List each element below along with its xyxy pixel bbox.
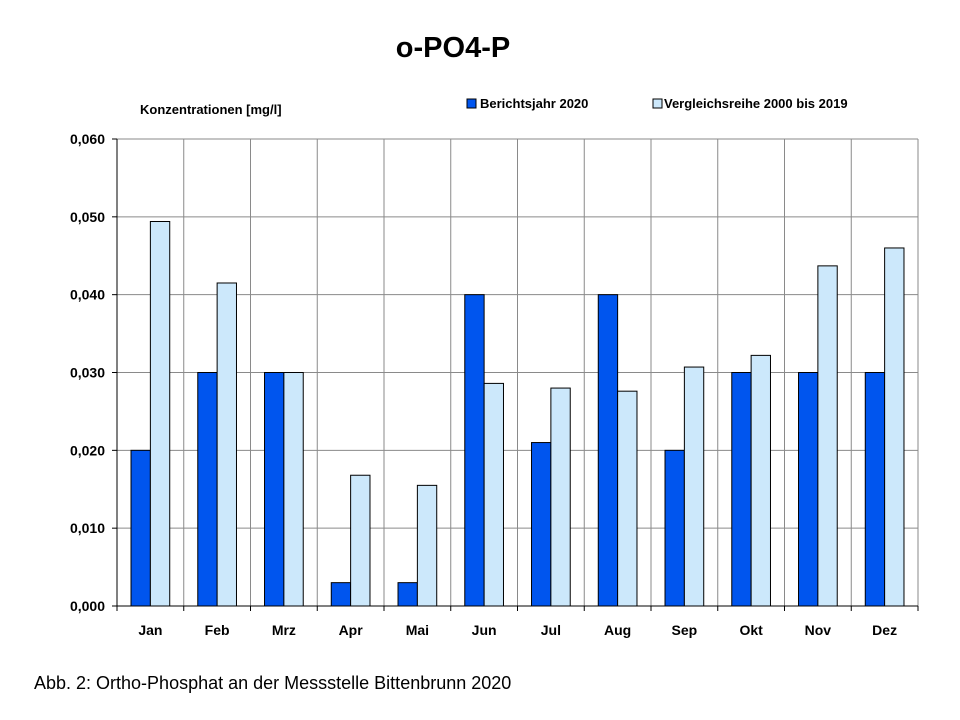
x-tick-label: Jul: [541, 622, 561, 638]
y-tick-label: 0,010: [70, 520, 105, 536]
bar-berichtsjahr-mai: [397, 582, 418, 607]
y-tick-label: 0,020: [70, 442, 105, 458]
bar-berichtsjahr-sep: [664, 449, 685, 607]
bar-berichtsjahr-jul: [531, 442, 552, 607]
bar-berichtsjahr-apr: [330, 582, 352, 607]
bar-berichtsjahr-jan: [130, 449, 151, 607]
bar-vergleichsreihe-sep: [683, 366, 705, 607]
bar-berichtsjahr-dez: [864, 372, 886, 607]
x-tick-label: Jan: [138, 622, 162, 638]
bar-vergleichsreihe-jun: [483, 382, 504, 607]
bar-berichtsjahr-aug: [597, 294, 619, 607]
x-tick-label: Aug: [604, 622, 631, 638]
bar-vergleichsreihe-apr: [350, 474, 371, 607]
bar-vergleichsreihe-mai: [416, 484, 438, 607]
bar-berichtsjahr-feb: [197, 372, 218, 607]
chart-title: o-PO4-P: [396, 32, 510, 64]
y-tick-label: 0,060: [70, 131, 105, 147]
bar-vergleichsreihe-mrz: [283, 372, 304, 607]
x-tick-label: Dez: [872, 622, 897, 638]
x-tick-label: Mrz: [272, 622, 296, 638]
x-tick-label: Jun: [472, 622, 497, 638]
x-tick-label: Feb: [205, 622, 230, 638]
bar-vergleichsreihe-feb: [216, 282, 237, 607]
bar-vergleichsreihe-nov: [817, 265, 838, 607]
bar-vergleichsreihe-aug: [617, 390, 638, 607]
bar-vergleichsreihe-jan: [149, 221, 171, 607]
legend-swatch-series-1: [466, 98, 477, 109]
legend-swatch-series-2: [652, 98, 663, 109]
legend-label-series-1: Berichtsjahr 2020: [480, 96, 588, 111]
bar-berichtsjahr-nov: [798, 372, 819, 607]
y-tick-label: 0,030: [70, 365, 105, 381]
legend-label-series-2: Vergleichsreihe 2000 bis 2019: [664, 96, 848, 111]
figure-caption: Abb. 2: Ortho-Phosphat an der Messstelle…: [34, 673, 512, 693]
bar-berichtsjahr-okt: [731, 372, 752, 607]
legend: Berichtsjahr 2020 Vergleichsreihe 2000 b…: [466, 96, 848, 111]
bar-berichtsjahr-mrz: [264, 372, 285, 607]
bar-vergleichsreihe-okt: [750, 354, 771, 607]
x-tick-label: Okt: [739, 622, 763, 638]
plot-area: 0,000 0,010 0,020 0,030 0,040 0,050 0,060 Jan Fe…: [70, 131, 919, 638]
y-tick-label: 0,040: [70, 287, 105, 303]
bar-vergleichsreihe-dez: [884, 247, 905, 607]
y-tick-label: 0,000: [70, 598, 105, 614]
x-tick-label: Apr: [339, 622, 364, 638]
x-tick-label: Nov: [805, 622, 832, 638]
bar-vergleichsreihe-jul: [550, 387, 571, 607]
bar-berichtsjahr-jun: [464, 294, 485, 607]
x-tick-label: Mai: [406, 622, 429, 638]
y-tick-label: 0,050: [70, 209, 105, 225]
y-axis-label: Konzentrationen [mg/l]: [140, 102, 282, 117]
x-tick-label: Sep: [672, 622, 698, 638]
